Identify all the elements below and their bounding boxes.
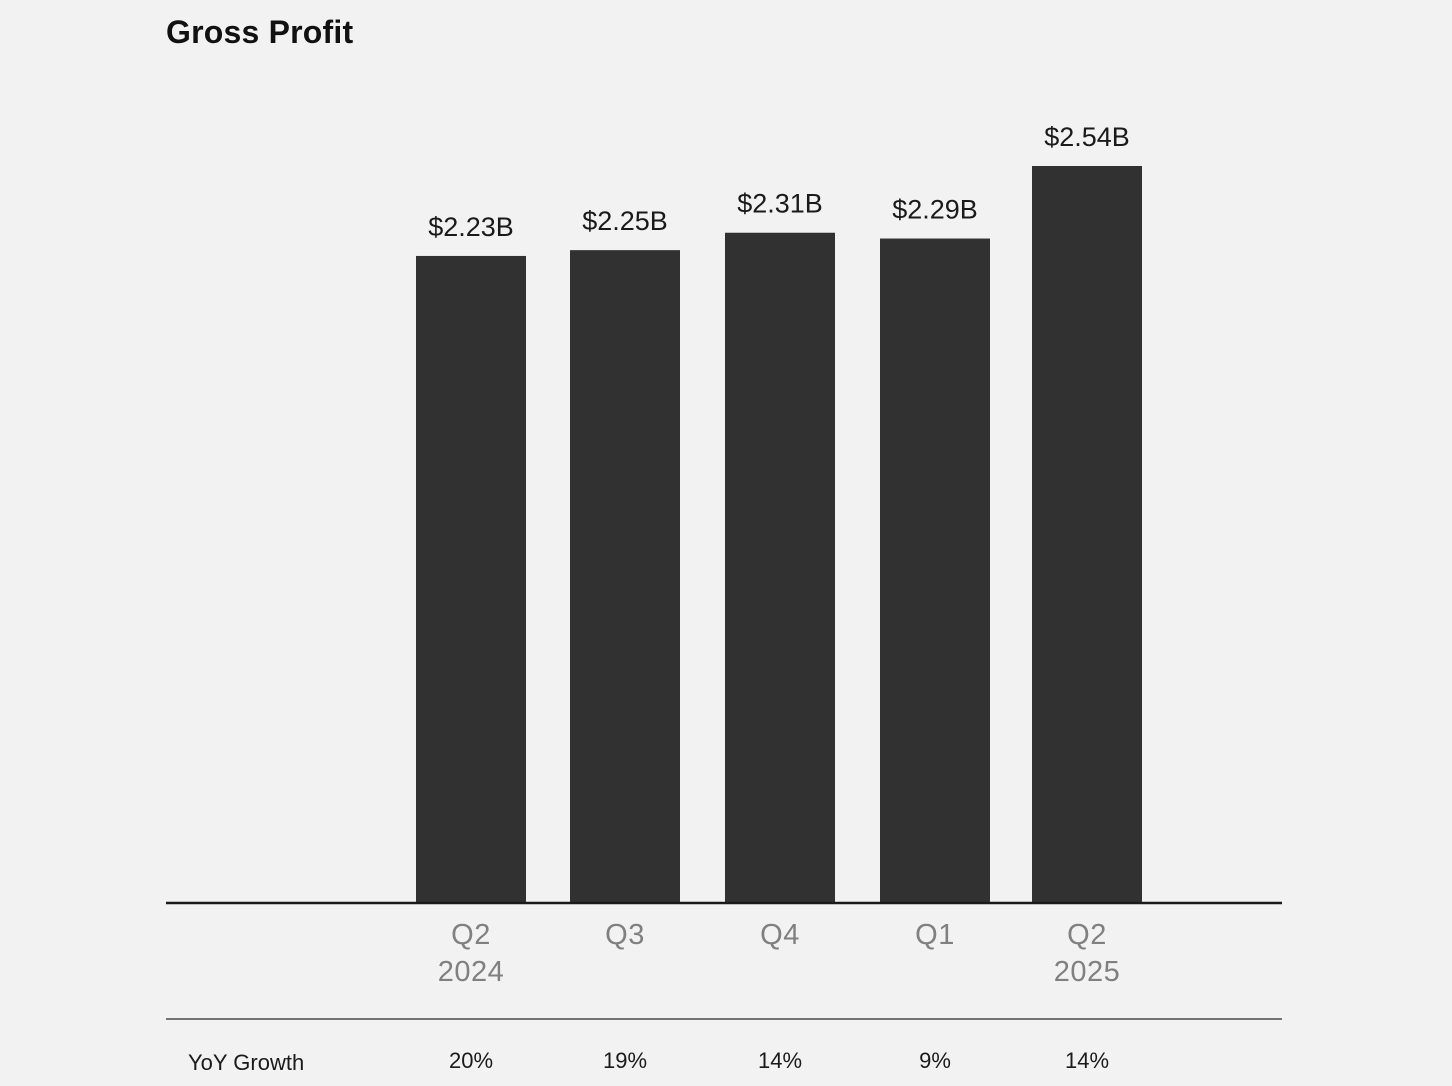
growth-value: 9% — [919, 1048, 951, 1073]
bar-value-label: $2.23B — [428, 212, 514, 242]
chart-title: Gross Profit — [166, 14, 354, 50]
bar-value-label: $2.29B — [892, 195, 978, 225]
bar-value-label: $2.31B — [737, 189, 823, 219]
bar-value-label: $2.25B — [582, 206, 668, 236]
growth-value: 20% — [449, 1048, 493, 1073]
bar — [725, 232, 835, 904]
bar — [570, 250, 680, 903]
bar — [416, 255, 526, 903]
x-tick-quarter: Q1 — [915, 919, 955, 951]
x-tick-labels: Q2 2024 Q3 Q4 Q1 Q2 2025 — [438, 919, 1121, 988]
bars-layer: $2.23B $2.25B $2.31B $2.29B $2.54B — [416, 122, 1142, 904]
growth-value: 19% — [603, 1048, 647, 1073]
growth-values: 20% 19% 14% 9% 14% — [449, 1048, 1109, 1073]
x-tick-quarter: Q3 — [605, 919, 645, 951]
x-tick-year: 2025 — [1054, 956, 1121, 988]
x-tick-quarter: Q2 — [1067, 919, 1107, 951]
bar — [880, 238, 990, 903]
growth-value: 14% — [758, 1048, 802, 1073]
x-tick-year: 2024 — [438, 956, 505, 988]
growth-row-label: YoY Growth — [188, 1050, 304, 1075]
bar — [1032, 166, 1142, 903]
growth-value: 14% — [1065, 1048, 1109, 1073]
x-tick-quarter: Q2 — [451, 919, 491, 951]
x-tick-quarter: Q4 — [760, 919, 800, 951]
bar-value-label: $2.54B — [1044, 122, 1130, 152]
